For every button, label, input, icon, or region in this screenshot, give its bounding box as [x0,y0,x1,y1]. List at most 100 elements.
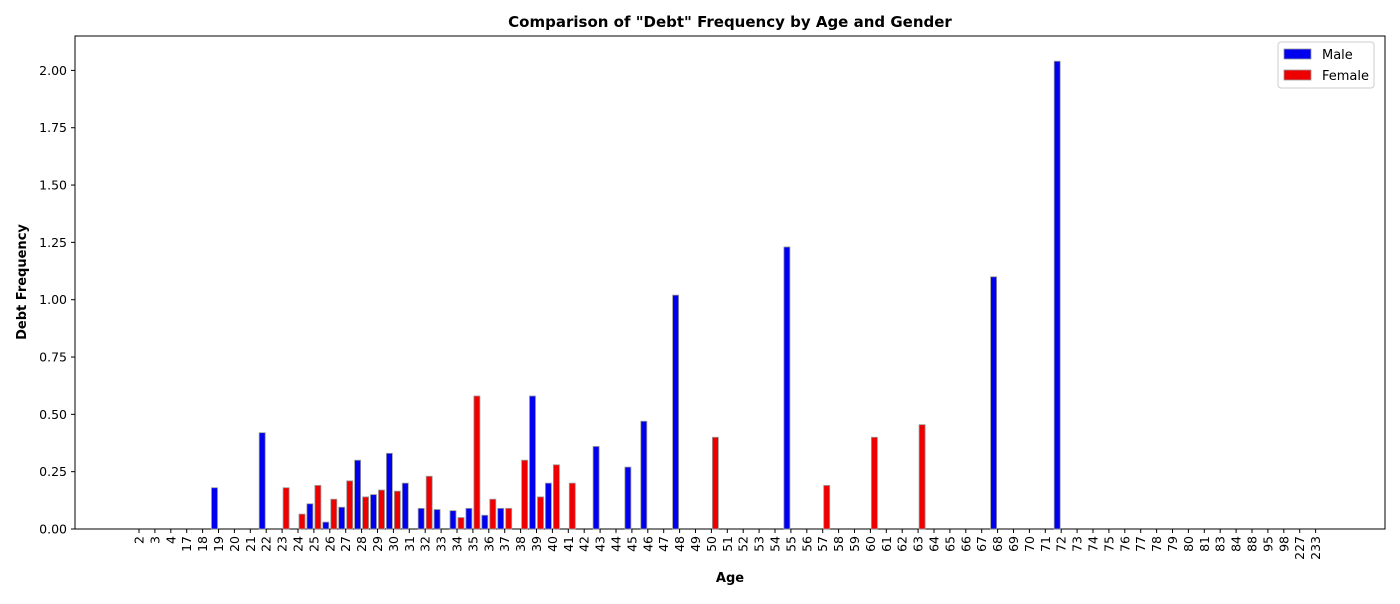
bar-female-39 [537,496,544,530]
x-tick-label: 95 [1260,536,1275,552]
x-tick-label: 74 [1086,536,1101,552]
x-tick-label: 33 [434,536,449,552]
bar-female-29 [378,489,385,530]
x-tick-label: 81 [1197,536,1212,552]
y-tick-label: 0.50 [39,407,67,422]
x-tick-label: 28 [354,536,369,552]
bar-male-29 [370,494,377,530]
x-tick-label: 84 [1229,536,1244,552]
x-tick-label: 32 [418,536,433,552]
x-tick-label: 26 [322,536,337,552]
x-tick-label: 3 [147,536,162,544]
x-tick-label: 67 [974,536,989,552]
bar-female-50 [712,436,719,530]
x-tick-label: 78 [1149,536,1164,552]
bar-male-45 [624,466,632,530]
x-tick-label: 29 [370,536,385,552]
x-tick-label: 51 [720,536,735,552]
x-tick-label: 27 [338,536,353,552]
bar-female-36 [489,498,497,530]
x-tick-label: 2 [132,536,147,544]
x-tick-label: 72 [1054,536,1069,552]
x-tick-label: 227 [1292,536,1307,560]
x-tick-label: 88 [1245,536,1260,552]
bar-female-32 [425,475,433,530]
x-tick-label: 233 [1308,536,1323,560]
y-axis-label: Debt Frequency [15,224,30,340]
x-tick-label: 44 [609,536,624,552]
x-tick-label: 56 [799,536,814,552]
bar-female-38 [521,459,528,530]
bar-male-22 [258,432,266,530]
x-tick-label: 98 [1276,536,1291,552]
x-tick-label: 38 [513,536,528,552]
bar-male-32 [417,507,425,530]
bar-male-33 [433,509,441,530]
x-tick-label: 77 [1133,536,1148,552]
x-tick-label: 47 [656,536,671,552]
x-tick-label: 24 [291,536,306,552]
x-tick-label: 4 [163,536,178,544]
bar-male-46 [640,420,648,530]
x-tick-label: 37 [497,536,512,552]
y-tick-label: 1.25 [39,235,67,250]
x-tick-label: 23 [275,536,290,552]
bar-male-25 [306,503,314,530]
x-tick-label: 45 [624,536,639,552]
x-tick-label: 63 [911,536,926,552]
bar-male-19 [211,487,218,530]
x-tick-label: 68 [990,536,1005,552]
x-axis-label: Age [716,571,744,586]
legend: Male Female [1277,41,1375,89]
bar-female-25 [314,485,322,530]
bar-male-43 [592,446,600,530]
x-tick-label: 54 [768,536,783,552]
bar-male-72 [1053,60,1061,530]
bar-male-28 [354,459,362,530]
bar-male-35 [465,507,473,530]
bar-female-24 [298,513,306,530]
bar-female-30 [393,490,401,530]
x-tick-label: 66 [958,536,973,552]
bar-female-40 [553,464,560,530]
x-tick-label: 50 [704,536,719,552]
x-tick-label: 73 [1070,536,1085,552]
bar-female-27 [346,480,354,530]
bar-female-37 [505,507,513,530]
x-tick-label: 35 [465,536,480,552]
x-tick-label: 49 [688,536,703,552]
bar-female-28 [362,496,370,530]
x-tick-label: 79 [1165,536,1180,552]
x-tick-label: 19 [211,536,226,552]
bar-male-27 [338,506,346,530]
legend-label-male: Male [1322,48,1353,63]
x-tick-label: 64 [927,536,942,552]
x-tick-label: 46 [640,536,655,552]
x-tick-label: 71 [1038,536,1053,552]
plot-frame [74,35,1386,530]
bar-male-48 [672,294,679,530]
x-tick-label: 42 [577,536,592,552]
bar-male-34 [449,510,457,530]
bar-male-40 [545,482,552,530]
y-tick-label: 0.00 [39,522,67,537]
x-tick-label: 76 [1117,536,1132,552]
bar-male-26 [322,521,330,530]
x-tick-label: 52 [736,536,751,552]
y-tick-label: 2.00 [39,63,67,78]
bar-female-35 [473,395,481,530]
x-tick-label: 43 [593,536,608,552]
x-tick-label: 48 [672,536,687,552]
bar-female-26 [330,498,338,530]
x-tick-label: 55 [783,536,798,552]
y-tick-label: 1.00 [39,292,67,307]
bar-male-39 [529,395,536,530]
legend-swatch-male [1283,48,1312,60]
bar-male-31 [401,482,409,530]
x-tick-label: 25 [306,536,321,552]
y-tick-label: 1.75 [39,120,67,135]
bar-male-55 [783,246,791,530]
x-tick-label: 20 [227,536,242,552]
